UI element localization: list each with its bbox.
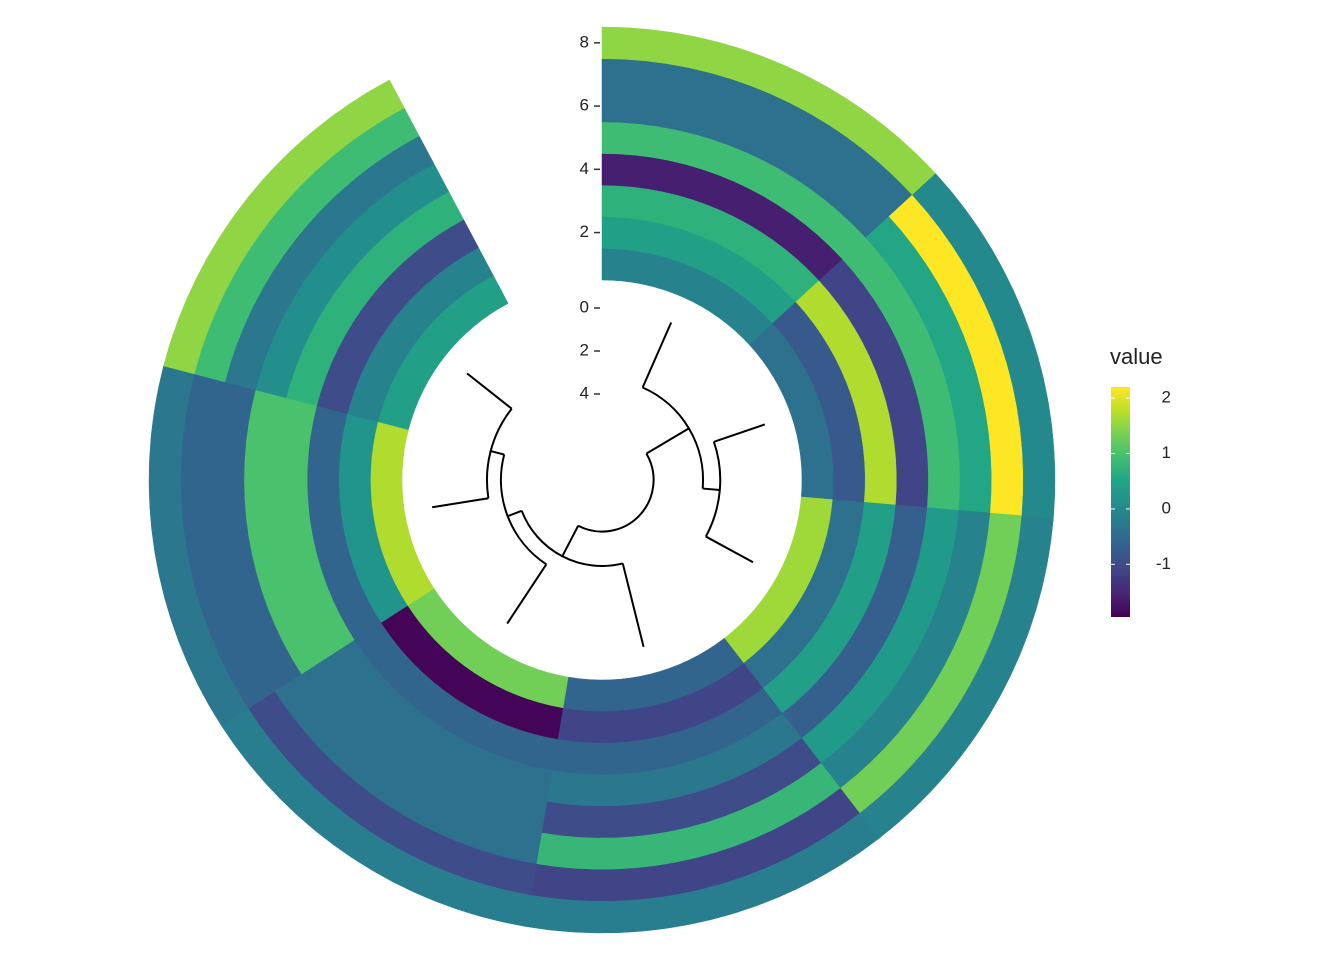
dendro-branch bbox=[713, 423, 766, 443]
colorbar-label: -1 bbox=[1156, 554, 1171, 573]
colorbar-label: 1 bbox=[1162, 443, 1171, 462]
dendro-branch bbox=[490, 450, 505, 456]
dendro-arc bbox=[577, 453, 655, 533]
dendro-tick-label: 2 bbox=[580, 340, 589, 359]
dendro-branch bbox=[641, 322, 673, 388]
dendro-branch bbox=[645, 427, 690, 455]
dendro-branch bbox=[506, 563, 548, 625]
dendro-arc bbox=[499, 454, 547, 566]
dendro-branch bbox=[702, 487, 720, 492]
colorbar bbox=[1111, 387, 1130, 617]
dendro-branch bbox=[466, 372, 513, 410]
y-tick-label: 2 bbox=[580, 222, 589, 241]
dendro-branch bbox=[432, 497, 489, 509]
colorbar-label: 0 bbox=[1162, 498, 1171, 517]
legend-title: value bbox=[1110, 344, 1163, 369]
dendro-branch bbox=[621, 563, 645, 648]
dendro-tick-label: 0 bbox=[580, 297, 589, 316]
heatmap-cell bbox=[163, 79, 405, 375]
y-tick-label: 4 bbox=[580, 159, 589, 178]
colorbar-label: 2 bbox=[1162, 388, 1171, 407]
y-tick-label: 8 bbox=[580, 32, 589, 51]
y-tick-label: 6 bbox=[580, 96, 589, 115]
dendro-branch bbox=[705, 535, 754, 564]
dendro-tick-label: 4 bbox=[580, 383, 589, 402]
dendro-branch bbox=[507, 509, 523, 518]
dendro-branch bbox=[561, 525, 580, 557]
